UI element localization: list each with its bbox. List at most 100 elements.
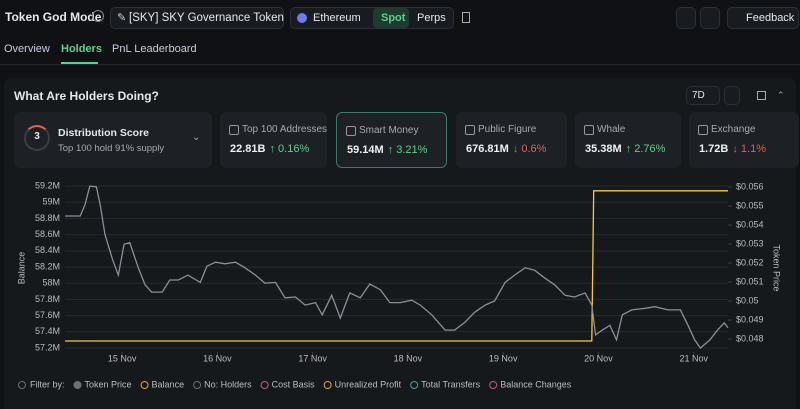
legend-marker[interactable] — [140, 381, 149, 389]
score: 3 — [34, 131, 40, 142]
metric-card[interactable]: Whale 35.38M ↑ 2.76% — [575, 112, 681, 168]
legend-label: No: Holders — [204, 379, 252, 389]
x-tick-label: 21 Nov — [679, 353, 708, 363]
token-selector[interactable]: ✎ [SKY] SKY Governance Token — [110, 7, 284, 29]
y-tick-label: 58M — [42, 278, 60, 288]
metric-card[interactable]: Smart Money 59.14M ↑ 3.21% — [336, 112, 447, 168]
series-line — [65, 185, 729, 349]
y-tick-label: 57.4M — [35, 326, 60, 336]
card-value: 59.14M ↑ 3.21% — [347, 144, 428, 156]
card-label: Smart Money — [359, 125, 419, 136]
distribution-card[interactable]: 3 Distribution Score Top 100 hold 91% su… — [14, 112, 212, 168]
y2-axis-title: Token Price — [772, 244, 782, 291]
legend-marker — [193, 381, 202, 389]
card-icon — [465, 125, 475, 135]
calendar-button[interactable] — [724, 86, 740, 105]
period-label: 7D — [692, 90, 705, 101]
legend-label: Token Price — [85, 379, 132, 389]
card-icon — [229, 125, 239, 135]
chart: 57.2M 57.4M 57.6M 57.8M 58M 58.2M 58.4M 58.6M 58… — [16, 180, 782, 389]
market-selector: Ethereum Spot Perps — [290, 7, 454, 29]
y-tick-label: 59M — [42, 197, 60, 207]
legend-label: Cost Basis — [272, 379, 316, 389]
metric-card[interactable]: Top 100 Addresses 22.81B ↑ 0.16% — [220, 112, 327, 168]
y-axis-title: Balance — [16, 252, 26, 285]
legend-marker — [260, 381, 269, 389]
legend-label: Balance Changes — [500, 379, 572, 389]
collapse-button[interactable]: ⌃ — [777, 90, 785, 100]
legend-marker — [489, 381, 498, 389]
card-icon — [584, 125, 594, 135]
legend-label: Balance — [152, 379, 185, 389]
metric-card[interactable]: Exchange 1.72B ↓ 1.1% — [689, 112, 799, 168]
card-label: Exchange — [711, 124, 756, 135]
chain-icon — [297, 13, 307, 23]
tab-active[interactable]: Holders — [61, 43, 102, 55]
y-tick-label: 58.8M — [35, 213, 60, 223]
y2-tick-label: $0.049 — [736, 314, 764, 324]
card-change: ↑ 0.16% — [269, 143, 310, 155]
watch-button[interactable] — [676, 7, 696, 29]
mode-tab[interactable]: Perps — [417, 12, 446, 24]
legend-marker[interactable] — [73, 381, 82, 389]
y2-tick-label: $0.054 — [736, 219, 764, 229]
filter-icon — [18, 381, 26, 389]
edit-icon: ✎ — [117, 12, 127, 24]
card-change: ↑ 2.76% — [625, 143, 666, 155]
y2-tick-label: $0.051 — [736, 276, 764, 286]
y-tick-label: 59.2M — [35, 180, 60, 190]
feedback-button[interactable]: Feedback — [727, 7, 799, 29]
legend-label: Unrealized Profit — [335, 379, 402, 389]
card-label: Distribution Score — [58, 127, 150, 139]
card-label: Whale — [597, 124, 626, 135]
y-tick-label: 57.8M — [35, 294, 60, 304]
y2-tick-label: $0.056 — [736, 181, 764, 191]
legend-label: Filter by: — [30, 379, 65, 389]
app-title: Token God Mode — [5, 10, 102, 24]
tab-underline — [61, 62, 98, 64]
card-change: ↑ 3.21% — [387, 144, 428, 156]
card-note: Top 100 hold 91% supply — [58, 143, 165, 154]
feedback-label: Feedback — [746, 12, 795, 24]
x-tick-label: 17 Nov — [298, 353, 327, 363]
series-line — [65, 190, 728, 342]
legend-label: Total Transfers — [421, 379, 481, 389]
y-tick-label: 58.2M — [35, 261, 60, 271]
y2-tick-label: $0.048 — [736, 333, 764, 343]
x-tick-label: 19 Nov — [489, 353, 518, 363]
y2-tick-label: $0.055 — [736, 200, 764, 210]
tab[interactable]: Overview — [4, 43, 50, 55]
x-tick-label: 20 Nov — [584, 353, 613, 363]
legend-marker — [323, 381, 332, 389]
pin-button[interactable] — [700, 7, 720, 29]
tab[interactable]: PnL Leaderboard — [112, 43, 197, 55]
info-icon[interactable] — [92, 10, 104, 22]
panel-title: What Are Holders Doing? — [14, 89, 159, 103]
card-value: 35.38M ↑ 2.76% — [585, 143, 666, 155]
y2-tick-label: $0.05 — [736, 295, 759, 305]
card-icon — [346, 126, 356, 136]
chain-name[interactable]: Ethereum — [313, 12, 361, 24]
card-value: 1.72B ↓ 1.1% — [699, 143, 766, 155]
y-tick-label: 58.4M — [35, 245, 60, 255]
card-value: 22.81B ↑ 0.16% — [230, 143, 310, 155]
expand-button[interactable] — [757, 91, 766, 100]
y-tick-label: 58.6M — [35, 229, 60, 239]
x-tick-label: 16 Nov — [203, 353, 232, 363]
copy-icon[interactable] — [462, 12, 470, 23]
metric-card[interactable]: Public Figure 676.81M ↓ 0.6% — [456, 112, 567, 168]
y2-tick-label: $0.052 — [736, 257, 764, 267]
y-tick-label: 57.6M — [35, 310, 60, 320]
period-selector[interactable]: 7D — [686, 86, 720, 105]
card-label: Top 100 Addresses — [242, 124, 327, 135]
token-name: [SKY] SKY Governance Token — [129, 12, 284, 24]
card-label: Public Figure — [478, 124, 537, 135]
card-icon — [698, 125, 708, 135]
card-change: ↓ 1.1% — [732, 143, 766, 155]
divider — [0, 64, 800, 65]
card-value: 676.81M ↓ 0.6% — [466, 143, 547, 155]
mode-tab[interactable]: Spot — [381, 12, 406, 24]
legend-marker — [410, 381, 419, 389]
card-change: ↓ 0.6% — [512, 143, 547, 155]
